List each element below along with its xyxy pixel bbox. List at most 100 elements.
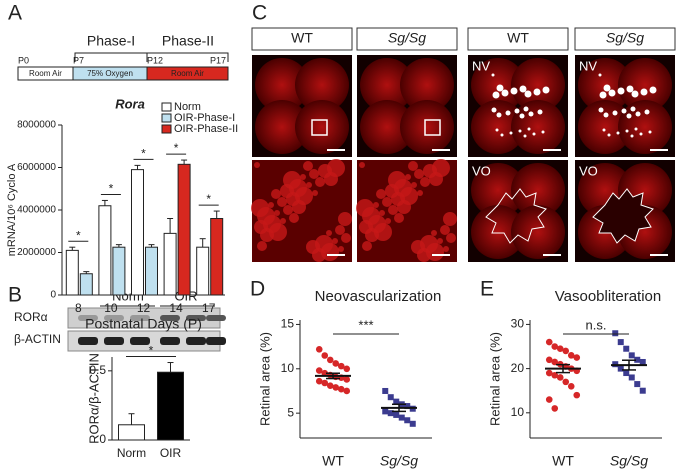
point: [623, 345, 630, 352]
point: [326, 356, 334, 364]
vessel: [443, 212, 457, 226]
chart-title: Rora: [115, 96, 145, 111]
point: [634, 381, 641, 388]
retina-lobe: [618, 58, 672, 112]
nv-spot: [617, 87, 625, 95]
vessel: [283, 171, 301, 189]
vessel: [338, 212, 352, 226]
x-tick-label: 17: [202, 301, 216, 315]
point: [315, 345, 323, 353]
vessel: [405, 174, 411, 180]
bar: [131, 169, 144, 296]
nv-spot: [626, 113, 632, 119]
vessel: [382, 197, 392, 207]
vessel: [440, 225, 450, 235]
point: [409, 420, 416, 427]
y-axis-label: Retinal area (%): [487, 332, 502, 426]
panel-label: B: [8, 284, 22, 307]
vessel: [376, 189, 386, 199]
nv-spot: [519, 113, 525, 119]
legend-label: OIR-Phase-II: [174, 123, 238, 135]
significance: *: [206, 192, 211, 206]
vessel: [318, 164, 332, 178]
band: [206, 337, 226, 345]
nv-spot: [603, 84, 611, 92]
nv-spot: [528, 111, 534, 117]
retina-lobe: [360, 100, 414, 154]
x-tick-label: OIR: [160, 446, 182, 460]
x-tick-label: 10: [104, 301, 118, 315]
vessel: [388, 171, 406, 189]
nv-spot: [524, 90, 532, 98]
point: [567, 352, 575, 359]
point: [556, 374, 564, 381]
vo-outline: [592, 188, 654, 244]
vessel: [408, 161, 418, 171]
vessel: [356, 199, 374, 217]
image-label: VO: [579, 163, 598, 178]
retina-lobe: [471, 100, 525, 154]
vessel: [289, 213, 299, 223]
x-tick-label: WT: [322, 453, 344, 469]
vessel: [277, 197, 287, 207]
header-box: [467, 27, 569, 51]
bar: [98, 205, 112, 296]
band: [160, 315, 180, 321]
point: [343, 376, 351, 383]
retina-lobe: [295, 100, 349, 154]
nv-spot: [634, 127, 638, 131]
vessel: [335, 225, 345, 235]
vessel: [411, 182, 417, 188]
point: [562, 347, 570, 355]
band: [206, 315, 226, 321]
retina-lobe: [511, 163, 565, 217]
vessel: [283, 205, 293, 215]
significance: *: [109, 182, 114, 196]
nv-spot: [630, 134, 634, 138]
point: [545, 369, 553, 377]
blot-row: RORα: [14, 310, 48, 324]
image-header: Sg/Sg: [388, 30, 426, 46]
point: [567, 382, 575, 390]
point: [337, 385, 345, 393]
bar: [196, 246, 210, 296]
vessel: [271, 189, 281, 199]
nv-spot: [635, 111, 641, 117]
bar: [210, 218, 224, 296]
nv-spot: [640, 88, 648, 96]
nv-spot: [495, 128, 499, 132]
image-label: NV: [472, 58, 490, 73]
nv-spot: [523, 134, 527, 138]
significance: *: [76, 228, 81, 242]
nv-spot: [625, 129, 629, 133]
point: [634, 356, 641, 363]
nv-spot: [496, 112, 502, 118]
point: [398, 414, 405, 421]
vessel: [443, 246, 449, 252]
day-label: P7: [73, 55, 84, 65]
nv-spot: [514, 108, 520, 114]
x-tick-label: WT: [552, 453, 574, 469]
vessel: [341, 233, 351, 243]
band: [78, 337, 98, 345]
retina-lobe: [511, 58, 565, 112]
image-header: Sg/Sg: [606, 30, 644, 46]
retina-lobe: [618, 100, 672, 154]
nv-spot: [630, 106, 636, 112]
point: [387, 394, 394, 401]
y-axis-label: RORα/β-ACTIN: [86, 353, 101, 444]
point: [387, 410, 394, 417]
point: [551, 358, 559, 366]
vessel: [446, 233, 456, 243]
nv-spot: [608, 89, 616, 97]
bar: [112, 246, 126, 296]
y-tick-label: 30: [511, 317, 525, 331]
panel-label: A: [8, 2, 22, 25]
band: [78, 315, 98, 321]
significance: *: [149, 344, 154, 358]
timeline-segment: [146, 66, 229, 81]
vessel: [257, 241, 267, 251]
nv-spot: [533, 88, 541, 96]
y-tick-label: 4000000: [17, 205, 56, 216]
point: [639, 387, 646, 394]
